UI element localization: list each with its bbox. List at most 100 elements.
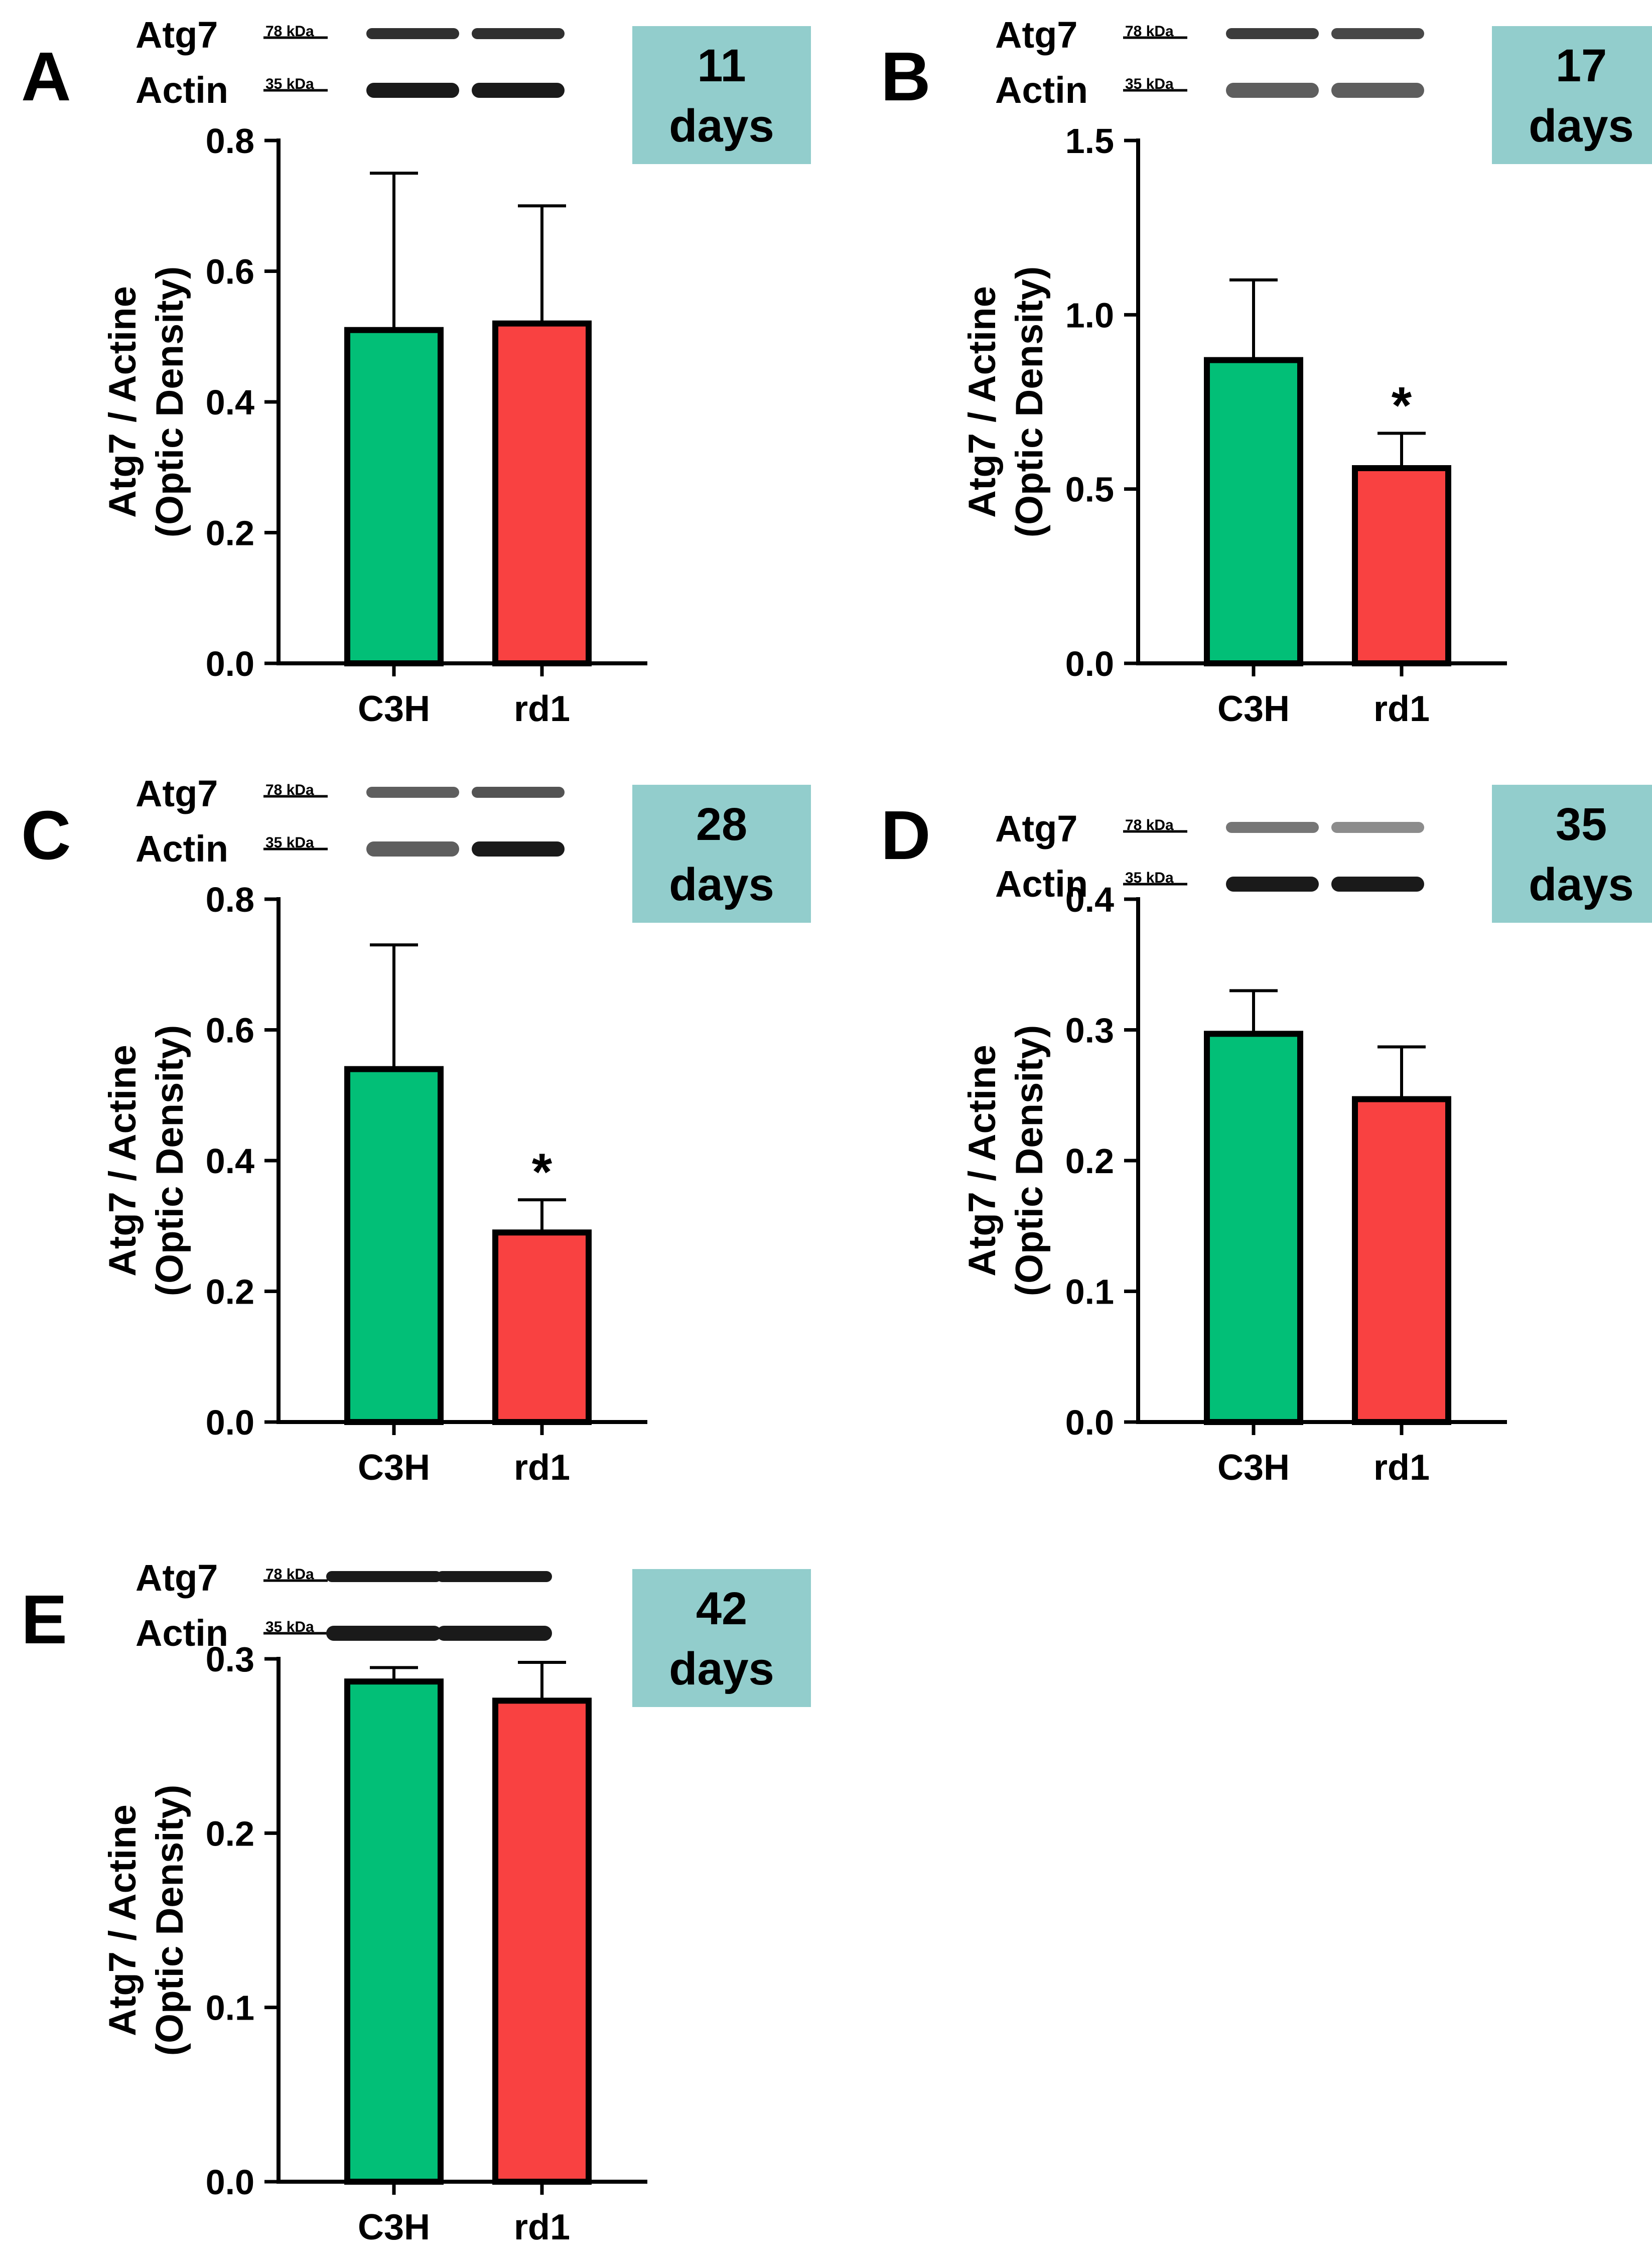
blot-band-atg7 [1331,822,1424,833]
y-tick-label: 0.5 [1065,470,1114,509]
y-tick-label: 0.8 [206,880,254,919]
y-tick-label: 0.4 [206,383,254,422]
bar-rd1 [492,1229,592,1425]
bar-rd1 [1352,465,1451,667]
x-tick-label: C3H [1217,1448,1290,1488]
significance-marker: * [532,1143,553,1201]
y-axis-label-line2: (Optic Density) [149,1025,191,1297]
blot-band-actin [366,841,459,857]
y-axis-label-line1: Atg7 / Actine [101,1804,144,2036]
day-badge-number: 42 [696,1583,747,1634]
blot-label-atg7: Atg7 [135,773,218,814]
blot-band-atg7 [437,1571,552,1582]
blot-band-actin [326,1626,442,1641]
day-badge-number: 17 [1556,40,1607,91]
bar-rd1 [492,1697,592,2185]
day-badge-unit: days [669,859,774,910]
y-tick-label: 0.3 [1065,1011,1114,1050]
blot-label-actin: Actin [135,69,228,111]
blot-band-atg7 [366,28,459,39]
y-axis-label: Atg7 / Actine (Optic Density) [101,1785,191,2056]
x-tick-label: C3H [1217,689,1290,729]
blot-band-atg7 [366,787,459,798]
y-tick-label: 0.2 [206,1814,254,1853]
y-tick-label: 0.4 [1065,880,1114,919]
y-tick-label: 0.2 [206,514,254,553]
day-badge-number: 28 [696,799,747,850]
blot-band-atg7 [1226,822,1319,833]
blot-label-atg7: Atg7 [135,1557,218,1599]
x-tick-label: rd1 [1373,689,1430,729]
blot-band-atg7 [472,787,565,798]
y-tick-label: 0.0 [206,1403,254,1442]
blot-band-actin [472,83,565,98]
blot-label-actin: Actin [995,69,1088,111]
blot-band-actin [366,83,459,98]
y-tick-label: 0.4 [206,1142,254,1181]
bar-c3h [344,1678,444,2185]
y-tick-label: 0.0 [1065,644,1114,683]
y-axis-label-line2: (Optic Density) [1008,266,1051,538]
panel-letter: C [21,797,71,874]
x-tick-label: rd1 [514,689,570,729]
x-tick-label: rd1 [514,2207,570,2247]
blot-label-atg7: Atg7 [995,14,1077,56]
y-tick-label: 0.6 [206,1011,254,1050]
y-axis-label: Atg7 / Actine (Optic Density) [961,266,1051,538]
y-tick-label: 0.2 [206,1272,254,1312]
y-tick-label: 0.0 [206,644,254,683]
y-axis-label: Atg7 / Actine (Optic Density) [101,266,191,538]
y-tick-label: 0.6 [206,252,254,292]
y-axis-label: Atg7 / Actine (Optic Density) [961,1025,1051,1297]
blot-label-atg7: Atg7 [995,808,1077,850]
y-axis-label-line1: Atg7 / Actine [961,286,1004,518]
x-tick-label: C3H [358,689,430,729]
blot-band-atg7 [326,1571,442,1582]
panel-letter: D [881,797,931,874]
significance-marker: * [1392,377,1412,435]
day-badge [632,785,811,923]
x-tick-label: rd1 [1373,1448,1430,1488]
y-tick-label: 0.1 [1065,1272,1114,1312]
panel-letter: E [21,1581,67,1658]
y-tick-label: 0.1 [206,1989,254,2028]
bar-c3h [344,1066,444,1425]
blot-band-atg7 [472,28,565,39]
blot-band-atg7 [1226,28,1319,39]
blot-label-actin: Actin [135,1612,228,1654]
y-axis-label-line2: (Optic Density) [1008,1025,1051,1297]
day-badge [632,26,811,164]
blot-label-actin: Actin [995,863,1088,905]
blot-band-atg7 [1331,28,1424,39]
bar-c3h [344,327,444,666]
y-tick-label: 1.0 [1065,296,1114,335]
day-badge-unit: days [669,100,774,152]
day-badge-unit: days [669,1643,774,1694]
day-badge-unit: days [1529,859,1634,910]
y-tick-label: 0.3 [206,1640,254,1679]
day-badge-unit: days [1529,100,1634,152]
blot-band-actin [1226,83,1319,98]
day-badge [1492,785,1652,923]
y-tick-label: 0.2 [1065,1142,1114,1181]
blot-band-actin [437,1626,552,1641]
panel-letter: B [881,38,931,115]
y-tick-label: 0.0 [206,2163,254,2202]
panel-letter: A [21,38,71,115]
bar-rd1 [492,320,592,666]
blot-label-actin: Actin [135,828,228,870]
y-axis-label-line1: Atg7 / Actine [101,286,144,518]
y-tick-label: 0.8 [206,121,254,161]
x-tick-label: C3H [358,1448,430,1488]
y-tick-label: 1.5 [1065,121,1114,161]
bar-rd1 [1352,1096,1451,1425]
y-axis-label-line2: (Optic Density) [149,1785,191,2056]
bar-c3h [1204,1031,1303,1425]
blot-band-actin [1331,877,1424,892]
blot-band-actin [472,841,565,857]
day-badge-number: 35 [1556,799,1607,850]
